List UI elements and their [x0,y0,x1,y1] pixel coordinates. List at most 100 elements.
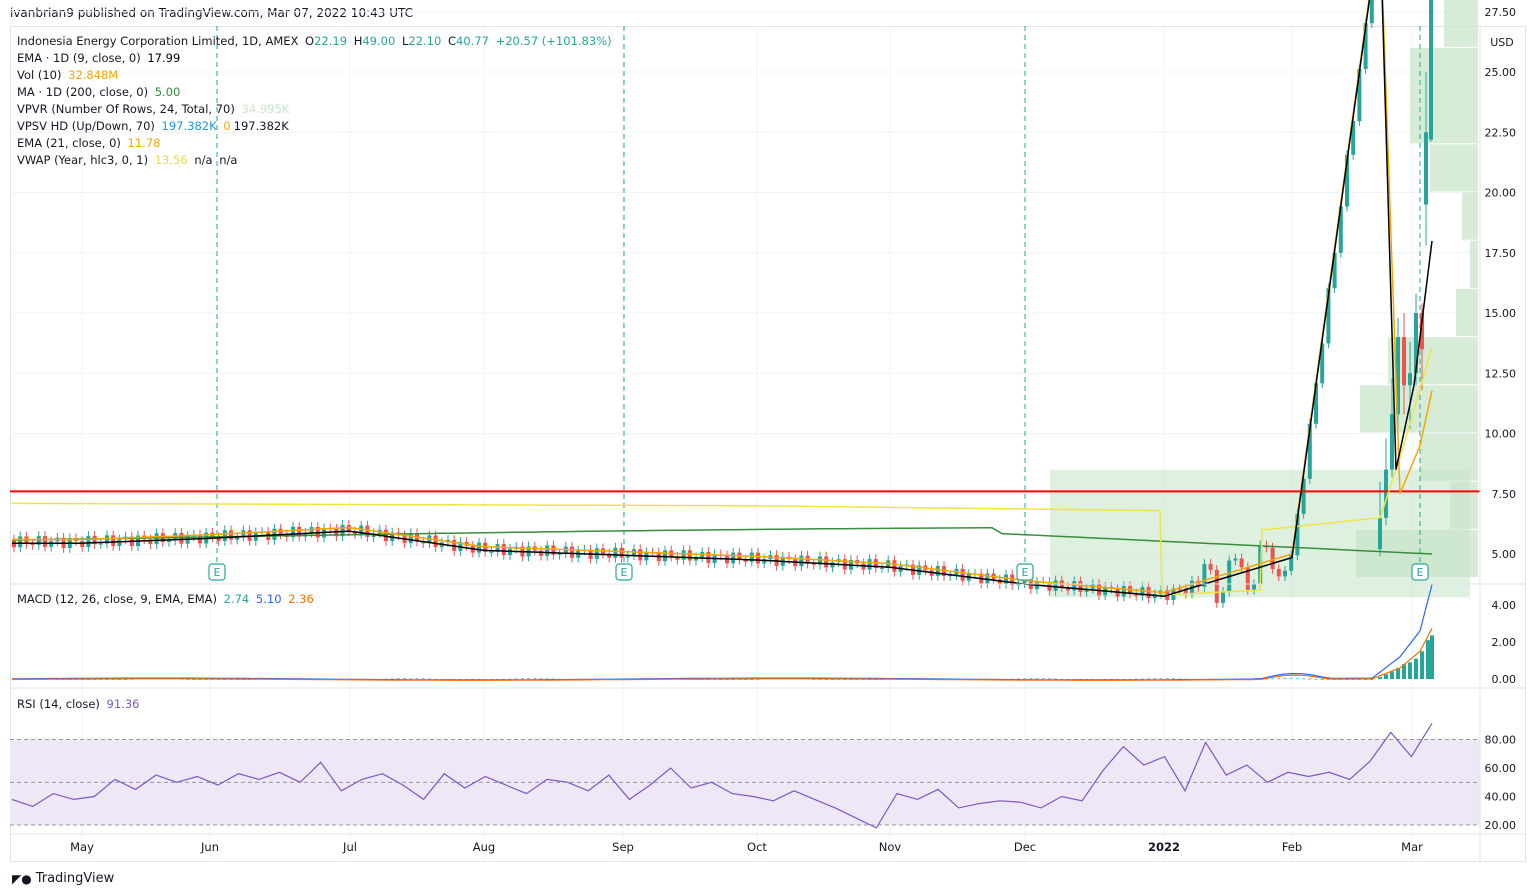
candle-body [1369,0,1374,24]
candle-body [98,543,103,545]
earnings-marker-label: E [214,566,221,579]
price-legend: Indonesia Energy Corporation Limited, 1D… [17,33,615,169]
candle-body [1338,206,1343,253]
macd-histogram-bar [1326,679,1330,680]
candle-body [80,541,85,548]
candle-body [799,555,804,567]
candle-body [607,553,612,558]
vpvr-value: 34.995K [241,102,290,116]
candle-body [92,535,97,545]
candle-body [824,556,829,568]
candle-body [1270,547,1275,570]
macd-histogram-bar [1178,678,1182,680]
candle-body [297,526,302,537]
time-tick-label: Dec [1014,840,1036,854]
candle-body [1208,563,1213,570]
macd-histogram-bar [551,678,555,680]
earnings-vlines [216,26,1421,576]
macd-histogram-bar [1016,678,1020,680]
macd-histogram-bar [545,678,549,680]
ma200-value: 5.00 [154,85,181,99]
candle-body [1390,414,1394,470]
macd-histogram-bar [421,678,425,680]
legend-ema21: EMA (21, close, 0) 11.78 [17,135,615,152]
candle-body [49,541,54,547]
candle-body [1332,252,1337,289]
candle-body [1245,567,1250,590]
earnings-marker [1411,563,1429,581]
time-tick-label: May [70,840,94,854]
candle-body [1233,558,1238,561]
earnings-marker-label: E [1417,566,1424,579]
candle-body [1177,588,1182,590]
candle-body [1276,569,1281,577]
macd-v1: 2.74 [223,592,250,606]
price-tick-label: 10.00 [1485,428,1517,441]
candle-body [1363,23,1368,69]
volume-profile-row [1470,240,1478,288]
legend-ma200: MA · 1D (200, close, 0) 5.00 [17,84,615,101]
candle-body [1053,580,1058,591]
macd-histogram-bar [520,678,524,680]
macd-legend: MACD (12, 26, close, 9, EMA, EMA) 2.74 5… [17,591,317,608]
volume-profile-row [1456,288,1478,337]
vpsv-label: VPSV HD (Up/Down, 70) [17,119,155,133]
ema9-value: 17.99 [147,51,181,65]
candle-body [154,533,159,545]
candle-body [756,552,760,564]
legend-low: 22.10 [408,34,442,48]
candle-body [247,530,252,541]
candle-body [880,567,884,569]
candle-body [1408,373,1412,386]
macd-histogram-bar [1378,677,1382,679]
legend-vol: Vol (10) 32.848M [17,67,615,84]
rsi-label: RSI (14, close) [17,697,100,711]
macd-histogram-bar [403,678,407,680]
candle-body [570,546,574,558]
candle-body [1414,313,1418,374]
chart-frame [10,26,1526,862]
candle-body [1121,586,1126,597]
candle-body [167,540,171,543]
candle-body [830,562,835,568]
macd-v2: 5.10 [255,592,282,606]
candle-body [1378,517,1382,550]
candle-body [43,536,47,547]
candle-body [663,550,667,562]
legend-change: +20.57 (+101.83%) [495,34,612,48]
macd-histogram-bar [1295,678,1299,680]
candle-body [985,573,990,584]
macd-histogram-bar [1420,651,1424,679]
candle-body [743,559,748,562]
volume-profile-row [1388,337,1478,385]
candle-body [408,533,413,544]
macd-histogram-bar [1171,678,1175,680]
candle-body [892,560,897,572]
legend-open: 22.19 [314,34,348,48]
candle-body [334,528,339,537]
time-tick-label: Nov [879,840,902,854]
price-tick-label: 17.50 [1485,247,1517,260]
candle-body [1010,574,1015,586]
price-tick-label: 25.00 [1485,66,1517,79]
price-tick-label: 7.50 [1492,488,1517,501]
time-tick-label: Oct [747,840,767,854]
candle-body [749,552,754,562]
macd-histogram-bar [527,678,531,680]
candle-body [1084,588,1089,592]
macd-v3: 2.36 [288,592,314,606]
macd-histogram-bar [1047,678,1051,680]
volume-profile [1050,0,1478,598]
tradingview-logo[interactable]: ◤● TradingView [12,871,114,886]
macd-histogram-bar [186,678,190,680]
macd-histogram-bar [1289,678,1293,680]
candle-body [1295,513,1300,556]
candle-body [948,575,953,577]
candle-body [1384,469,1388,518]
candle-body [384,529,388,542]
vpsv-v3: 197.382K [233,119,289,133]
macd-histogram-bar [1264,678,1268,680]
macd-histogram-bar [1283,678,1287,680]
